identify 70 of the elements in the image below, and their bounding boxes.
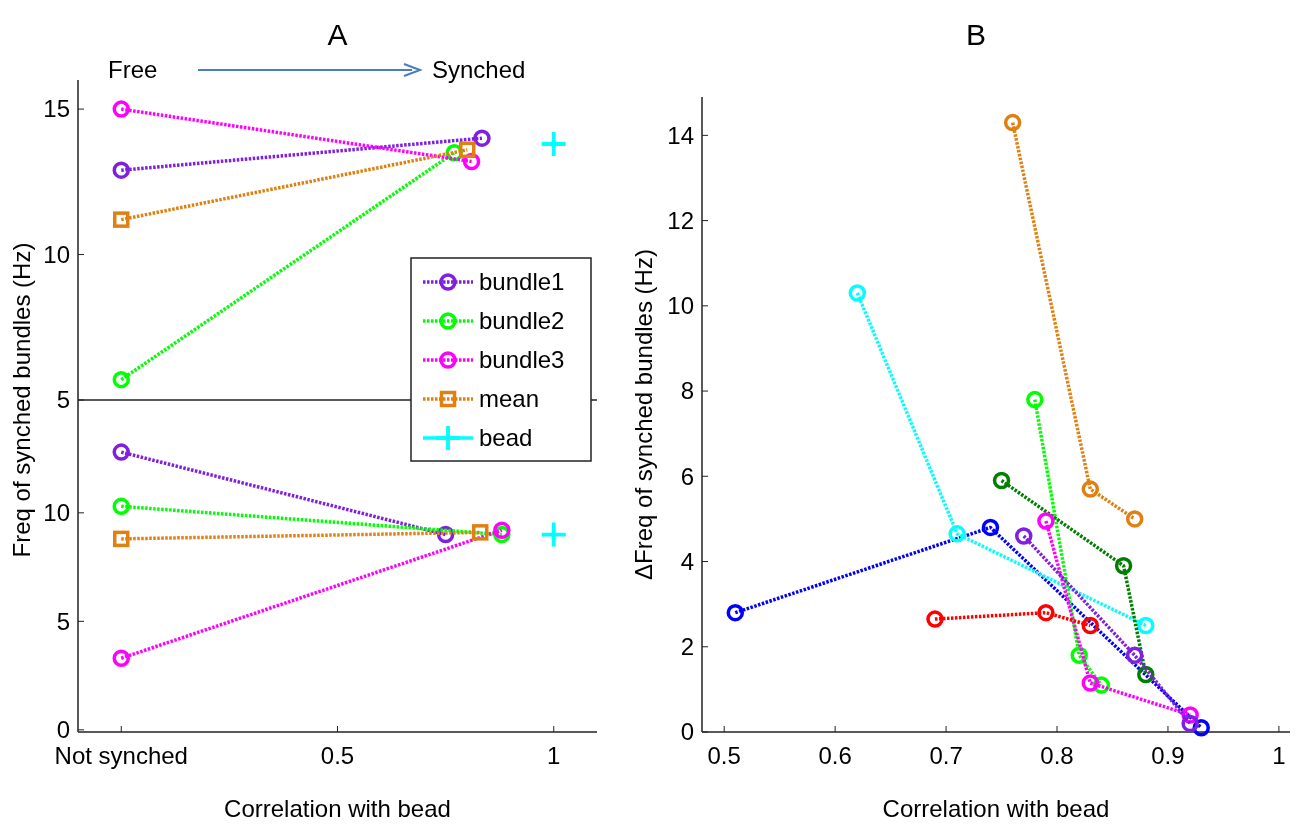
point xyxy=(113,211,130,228)
point xyxy=(1137,616,1155,635)
point xyxy=(459,141,476,159)
point xyxy=(981,518,1000,537)
x-tick-label: 0.5 xyxy=(707,742,741,769)
legend-label: bundle3 xyxy=(479,346,565,374)
y-axis-title: Freq of synched bundles (Hz) xyxy=(8,242,35,558)
point xyxy=(112,370,130,389)
x-tick-label: 0.8 xyxy=(1040,742,1074,769)
y-tick-label: 0 xyxy=(56,716,70,744)
chart-title: A xyxy=(327,18,348,51)
point xyxy=(1081,616,1100,635)
point xyxy=(726,603,745,622)
annotation: Free xyxy=(108,56,158,83)
point xyxy=(112,497,130,516)
y-tick-label: 5 xyxy=(56,607,70,635)
legend-label: bundle2 xyxy=(479,307,565,335)
point xyxy=(948,525,966,543)
point xyxy=(541,132,566,156)
y-tick-label: 12 xyxy=(667,206,694,234)
point xyxy=(1081,674,1100,692)
annotation: Synched xyxy=(432,56,526,83)
y-tick-label: 8 xyxy=(680,377,694,405)
point xyxy=(493,521,511,539)
x-tick-label: Not synched xyxy=(54,742,188,769)
point xyxy=(1081,480,1100,498)
point xyxy=(541,522,566,547)
point xyxy=(992,471,1011,490)
point xyxy=(473,129,491,147)
x-tick-label: 0.6 xyxy=(818,742,852,769)
point xyxy=(1125,510,1144,528)
point xyxy=(112,649,130,667)
point xyxy=(113,530,130,548)
point xyxy=(1137,665,1155,684)
point xyxy=(1003,113,1022,132)
point xyxy=(112,100,130,118)
point xyxy=(1037,512,1055,530)
point xyxy=(112,443,130,461)
x-axis-title: Correlation with bead xyxy=(882,795,1110,822)
y-tick-label: 0 xyxy=(680,718,694,746)
x-tick-label: 0.9 xyxy=(1151,742,1185,769)
x-tick-label: 0.5 xyxy=(320,742,355,769)
point xyxy=(1181,714,1199,733)
y-tick-label: 10 xyxy=(667,292,694,320)
chart-title: B xyxy=(965,18,987,51)
y-tick-label: 5 xyxy=(56,386,70,414)
y-tick-label: 2 xyxy=(680,633,694,661)
point xyxy=(471,524,489,541)
legend-label: bead xyxy=(479,424,533,452)
y-tick-label: 4 xyxy=(680,547,694,575)
y-tick-label: 15 xyxy=(43,95,70,123)
x-axis-title: Correlation with bead xyxy=(224,795,451,822)
point xyxy=(1037,603,1055,622)
point xyxy=(1014,527,1033,545)
point xyxy=(1026,390,1044,409)
y-tick-label: 10 xyxy=(43,240,70,268)
point xyxy=(848,284,867,302)
legend-label: mean xyxy=(479,385,540,413)
x-tick-label: 0.7 xyxy=(929,742,963,769)
x-tick-label: 1 xyxy=(547,742,561,769)
x-tick-label: 1 xyxy=(1272,742,1286,769)
point xyxy=(1114,557,1133,575)
point xyxy=(112,161,130,179)
legend-label: bundle1 xyxy=(479,268,565,296)
y-tick-label: 14 xyxy=(667,121,694,149)
y-tick-label: 6 xyxy=(680,462,694,490)
y-tick-label: 10 xyxy=(43,499,70,527)
point xyxy=(1125,646,1144,665)
y-axis-title: ΔFreq of synched bundles (Hz) xyxy=(630,249,657,580)
point xyxy=(926,610,944,628)
